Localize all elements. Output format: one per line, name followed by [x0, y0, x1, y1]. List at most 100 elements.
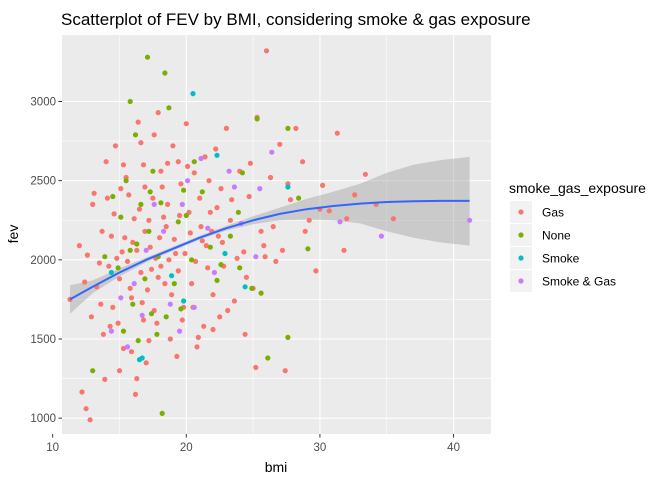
point-gas — [279, 247, 286, 253]
point-gas — [189, 281, 195, 287]
point-gas — [197, 195, 203, 201]
point-gas — [158, 168, 164, 174]
point-none — [175, 219, 181, 225]
point-gas — [193, 258, 199, 264]
point-gas — [261, 243, 267, 249]
y-axis: 1000 1500 2000 2500 3000 — [30, 97, 62, 425]
point-gas — [362, 171, 368, 177]
point-gas — [223, 125, 229, 131]
x-axis-label: bmi — [265, 459, 288, 475]
point-none — [189, 257, 195, 263]
point-smoke-gas — [231, 184, 237, 190]
point-gas — [225, 307, 231, 314]
point-smoke — [242, 284, 248, 290]
point-gas — [142, 228, 148, 234]
point-gas — [262, 254, 268, 260]
legend-marker-smoke-gas — [518, 278, 524, 284]
point-none — [305, 246, 311, 252]
legend-marker-none — [518, 232, 524, 238]
point-gas — [146, 217, 152, 223]
point-none — [110, 193, 116, 200]
point-smoke-gas — [257, 186, 263, 192]
point-gas — [165, 160, 171, 166]
point-smoke-gas — [177, 328, 183, 334]
point-none — [154, 331, 160, 337]
point-none — [183, 212, 189, 219]
point-gas — [263, 48, 270, 54]
point-gas — [174, 353, 180, 359]
point-smoke-gas — [198, 155, 204, 162]
point-gas — [132, 391, 139, 397]
point-none — [191, 159, 197, 165]
point-smoke-gas — [151, 201, 157, 207]
point-gas — [147, 244, 153, 250]
point-gas — [203, 243, 209, 249]
point-none — [181, 187, 187, 193]
point-smoke-gas — [118, 295, 124, 301]
point-smoke-gas — [108, 328, 114, 334]
point-gas — [241, 249, 247, 255]
point-none — [130, 301, 136, 307]
point-none — [199, 189, 205, 195]
point-gas — [116, 368, 123, 374]
point-none — [254, 116, 260, 122]
point-smoke-gas — [226, 168, 232, 174]
point-none — [163, 314, 169, 320]
point-gas — [170, 143, 176, 149]
point-gas — [103, 159, 109, 165]
point-gas — [242, 331, 248, 337]
legend-label-gas: Gas — [542, 206, 564, 220]
point-gas — [169, 292, 175, 298]
point-smoke — [139, 355, 145, 361]
point-smoke — [169, 273, 175, 279]
point-none — [171, 281, 177, 287]
point-gas — [175, 159, 181, 165]
point-smoke-gas — [253, 254, 259, 260]
point-none — [120, 328, 127, 334]
point-none — [90, 368, 96, 374]
point-none — [102, 254, 108, 260]
point-gas — [106, 263, 112, 269]
point-gas — [127, 285, 133, 291]
point-gas — [139, 300, 145, 306]
point-smoke-gas — [139, 312, 145, 318]
legend-label-smoke-gas: Smoke & Gas — [542, 275, 616, 289]
point-gas — [253, 364, 259, 371]
point-gas — [206, 178, 212, 184]
point-gas — [302, 228, 308, 234]
point-smoke — [190, 91, 196, 97]
point-gas — [84, 252, 90, 258]
point-smoke — [181, 298, 187, 304]
y-tick-label: 3000 — [30, 97, 56, 109]
confidence-band — [70, 156, 470, 314]
point-gas — [162, 281, 168, 287]
point-gas — [128, 349, 135, 355]
point-none — [147, 189, 153, 195]
point-none — [285, 125, 291, 131]
point-gas — [258, 228, 264, 234]
point-none — [214, 277, 220, 283]
point-gas — [135, 119, 141, 125]
x-tick-label: 10 — [46, 442, 59, 454]
point-none — [142, 276, 148, 282]
point-gas — [165, 201, 171, 207]
point-gas — [344, 216, 350, 222]
point-gas — [131, 216, 137, 222]
point-gas — [146, 338, 152, 344]
point-gas — [293, 125, 299, 131]
y-tick-label: 2000 — [30, 255, 56, 267]
point-gas — [155, 274, 161, 280]
point-gas — [116, 276, 123, 282]
point-gas — [214, 205, 220, 211]
point-gas — [334, 130, 340, 136]
point-none — [227, 233, 233, 239]
point-smoke-gas — [269, 149, 275, 155]
point-none — [285, 334, 291, 340]
point-gas — [90, 201, 96, 207]
point-gas — [148, 266, 155, 272]
point-none — [178, 306, 184, 312]
point-gas — [352, 192, 358, 198]
point-gas — [270, 224, 276, 230]
point-gas — [88, 314, 94, 320]
point-smoke-gas — [191, 304, 197, 310]
